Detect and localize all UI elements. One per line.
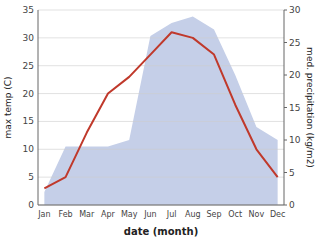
y2-tick-label: 10 (289, 135, 301, 145)
x-tick-label: Aug (185, 210, 201, 219)
y-axis-line (38, 10, 39, 205)
grid-line (38, 205, 284, 206)
chart: 0 5 10 15 20 25 30 35 0 5 10 15 20 25 30 Jan Feb Mar Apr Ma… (0, 0, 318, 247)
grid-line (38, 121, 284, 122)
y-tick-label: 15 (23, 116, 34, 126)
grid-layer (38, 10, 284, 205)
x-tick-label: Mar (79, 210, 95, 219)
grid-line (38, 37, 284, 38)
line-layer (44, 32, 277, 188)
y-tick-label: 25 (23, 61, 34, 71)
area-layer (44, 17, 277, 206)
y2-tick-label: 20 (289, 70, 301, 80)
grid-line (38, 93, 284, 94)
x-tick-label: Sep (206, 210, 221, 219)
x-tick-label: Nov (249, 210, 265, 219)
axes: 0 5 10 15 20 25 30 35 0 5 10 15 20 25 30 Jan Feb Mar Apr Ma… (3, 5, 315, 237)
y-tick-label: 35 (23, 5, 34, 15)
y-axis-label: max temp (C) (3, 76, 13, 138)
y-tick-label: 5 (28, 172, 34, 182)
x-tick-label: Feb (58, 210, 72, 219)
grid-line (38, 65, 284, 66)
x-tick-label: Jun (143, 210, 157, 219)
y2-tick-label: 5 (289, 168, 295, 178)
x-tick-label: Jul (166, 210, 177, 219)
y2-axis-label: med. precipitation (kg/m2) (305, 47, 315, 168)
y2-tick-label: 15 (289, 103, 300, 113)
y-tick-label: 30 (23, 33, 35, 43)
temp-line (44, 32, 277, 188)
x-axis-line (38, 205, 284, 206)
y2-tick-label: 25 (289, 38, 300, 48)
x-tick-label: Dec (270, 210, 285, 219)
grid-line (38, 149, 284, 150)
precip-area (44, 17, 277, 206)
x-tick-label: Apr (101, 210, 116, 219)
x-tick-label: May (121, 210, 138, 219)
y-tick-label: 0 (28, 200, 34, 210)
y2-axis-line (284, 10, 285, 205)
y-tick-label: 10 (23, 144, 35, 154)
grid-line (38, 10, 284, 11)
y2-tick-label: 0 (289, 200, 295, 210)
x-tick-label: Oct (228, 210, 242, 219)
x-axis-label: date (month) (124, 226, 198, 237)
x-tick-label: Jan (37, 210, 50, 219)
grid-line (38, 177, 284, 178)
y-tick-label: 20 (23, 89, 35, 99)
y2-tick-label: 30 (289, 5, 301, 15)
